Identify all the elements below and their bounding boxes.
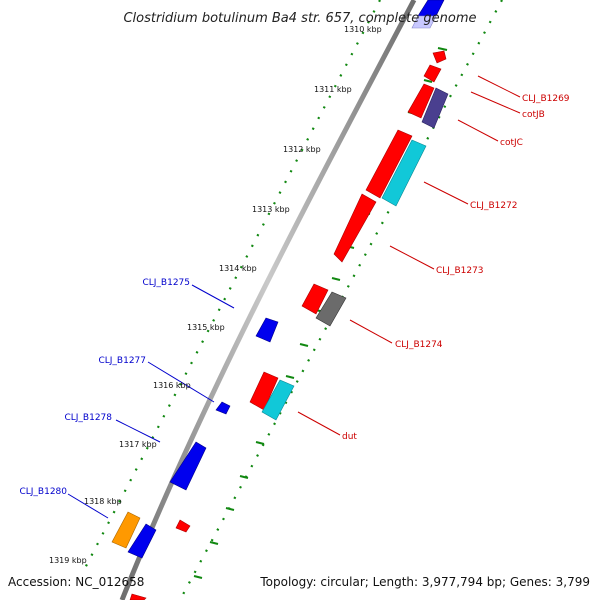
left-gene-labels: CLJ_B1275 CLJ_B1277 CLJ_B1278 CLJ_B1280 (19, 278, 190, 497)
topology-text: Topology: circular; Length: 3,977,794 bp… (259, 575, 590, 589)
gene-label-clj-b1277[interactable]: CLJ_B1277 (98, 356, 146, 366)
gene-label-clj-b1269[interactable]: CLJ_B1269 (522, 94, 570, 104)
gene-cyan-dut[interactable] (261, 379, 295, 421)
right-gene-labels: CLJ_B1269 cotJB cotJC CLJ_B1272 CLJ_B127… (342, 94, 570, 442)
gene-clj-b1280[interactable] (127, 523, 157, 559)
kbp-label-clipped: 1310 kbp (344, 25, 382, 34)
gene-label-cotjc[interactable]: cotJC (500, 138, 523, 148)
genome-backbone (119, 0, 417, 600)
gene-cotjb-main[interactable] (407, 83, 435, 119)
kbp-label: 1318 kbp (84, 497, 122, 506)
gene-clj-b1273[interactable] (333, 193, 377, 263)
gene-label-clj-b1273[interactable]: CLJ_B1273 (436, 266, 484, 276)
map-title: Clostridium botulinum Ba4 str. 657, comp… (123, 11, 476, 26)
gene-top-lightblue[interactable] (411, 15, 437, 29)
gene-cyan-1272[interactable] (381, 139, 427, 207)
kbp-label: 1315 kbp (187, 323, 225, 332)
gene-clj-b1277[interactable] (215, 401, 231, 415)
gene-label-clj-b1272[interactable]: CLJ_B1272 (470, 201, 518, 211)
accession-text: Accession: NC_012658 (8, 575, 144, 589)
gene-small-red[interactable] (175, 519, 191, 533)
kbp-label: 1319 kbp (49, 556, 87, 565)
gene-orange[interactable] (111, 511, 141, 549)
gene-label-dut[interactable]: dut (342, 432, 357, 442)
kbp-label: 1311 kbp (314, 85, 352, 94)
gene-label-clj-b1274[interactable]: CLJ_B1274 (395, 340, 443, 350)
gene-label-cotjb[interactable]: cotJB (522, 110, 545, 120)
gene-cotjb[interactable] (423, 64, 442, 83)
gene-clj-b1272[interactable] (365, 129, 413, 199)
kbp-label: 1316 kbp (153, 381, 191, 390)
gene-cotjc[interactable] (421, 87, 449, 129)
kbp-label: 1313 kbp (252, 205, 290, 214)
gene-grey-1274[interactable] (315, 291, 347, 327)
reverse-genes (111, 317, 279, 559)
kbp-label: 1317 kbp (119, 440, 157, 449)
left-callout-lines (67, 284, 235, 519)
kbp-label: 1312 kbp (283, 145, 321, 154)
gene-clj-b1269[interactable] (432, 50, 447, 64)
gene-label-clj-b1280[interactable]: CLJ_B1280 (19, 487, 67, 497)
feature-bars (261, 0, 449, 421)
gene-bottom-red[interactable] (129, 593, 147, 600)
kbp-ruler: 1310 kbp 1311 kbp 1312 kbp 1313 kbp 1314… (49, 25, 382, 565)
forward-genes (129, 50, 447, 600)
gene-clj-b1275[interactable] (255, 317, 279, 343)
kbp-label: 1314 kbp (219, 264, 257, 273)
gene-clj-b1274-fwd[interactable] (301, 283, 329, 315)
right-callout-lines (297, 75, 521, 436)
gene-label-clj-b1278[interactable]: CLJ_B1278 (64, 413, 112, 423)
gene-clj-b1278[interactable] (169, 441, 207, 491)
gene-label-clj-b1275[interactable]: CLJ_B1275 (142, 278, 190, 288)
